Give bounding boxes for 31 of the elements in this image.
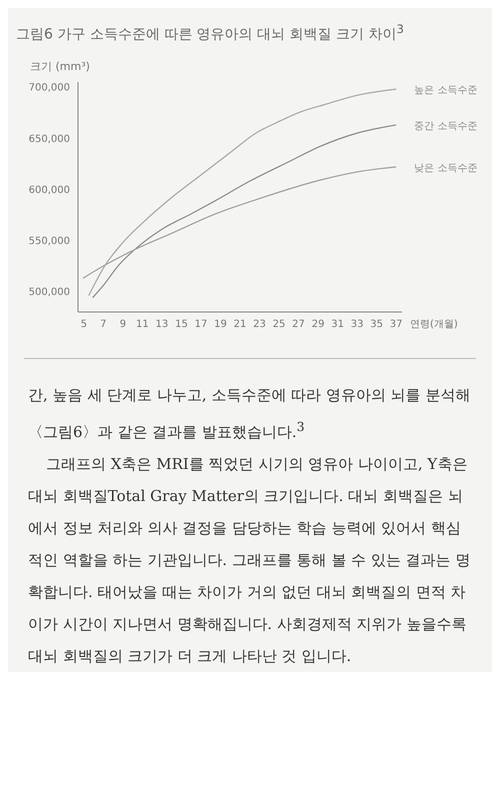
- y-tick-label: 650,000: [28, 133, 70, 144]
- x-tick-label: 17: [194, 318, 208, 330]
- x-tick-label: 13: [156, 318, 168, 330]
- x-tick-label: 11: [136, 318, 149, 330]
- y-tick-label: 700,000: [28, 82, 70, 94]
- x-tick-label: 33: [350, 318, 364, 330]
- y-tick-label: 550,000: [28, 236, 70, 247]
- x-tick-label: 7: [100, 318, 107, 330]
- y-tick-label: 500,000: [28, 286, 70, 298]
- chart-title: 그림6 가구 소득수준에 따른 영유아의 대뇌 회백질 크기 차이$^{3}$: [15, 21, 405, 45]
- text: 그래프의 X축은 MRI를 찍었던 시기의 영유아 나이이고, Y축은 대뇌 회백질Total Gray Matter의 크기입니다. 대뇌 회백질은 뇌에서 정보 처리와 의사 결정을 담당하는 학습 능력에 있어서 핵심적인 역할을 하는 기관입니다. 그래프를 통해 볼 수 있는 결과는 명확합니다. 태어났을 때는 차이가 거의 없던 대뇌 회백질의 면적 차이가 시간이 지나면서 명확해집니다. 사회경제적 지위가 높을수록 대뇌 회백질의 크기가 더 크게 나타난 것 입니다.: [28, 454, 472, 667]
- x-tick-label: 9: [120, 318, 126, 330]
- x-axis-title: 연령(개월): [410, 318, 458, 330]
- y-tick-label: 600,000: [28, 184, 70, 196]
- y-axis-title: 크기 (mm³): [30, 60, 90, 73]
- line-series: [92, 124, 397, 298]
- x-tick-label: 25: [272, 318, 286, 330]
- x-tick-label: 21: [234, 318, 246, 330]
- x-tick-label: 15: [175, 318, 188, 330]
- x-tick-label: 29: [312, 318, 324, 330]
- x-tick-label: 19: [214, 318, 227, 330]
- series-label: 높은 소득수준: [414, 84, 478, 96]
- x-tick-label: 37: [390, 318, 403, 330]
- series-label: 중간 소득수준: [414, 120, 478, 132]
- text: 간, 높음 세 단계로 나누고, 소득수준에 따라 영유아의 뇌를 분석해 〈그림6〉과 같은 결과를 발표했습니다.$^{3}$: [28, 386, 470, 441]
- x-tick-label: 27: [292, 318, 305, 330]
- series-label: 낮은 소득수준: [414, 162, 478, 174]
- x-tick-label: 5: [80, 318, 88, 330]
- x-tick-label: 35: [370, 318, 383, 330]
- x-tick-label: 23: [253, 318, 266, 330]
- x-tick-label: 31: [331, 318, 344, 330]
